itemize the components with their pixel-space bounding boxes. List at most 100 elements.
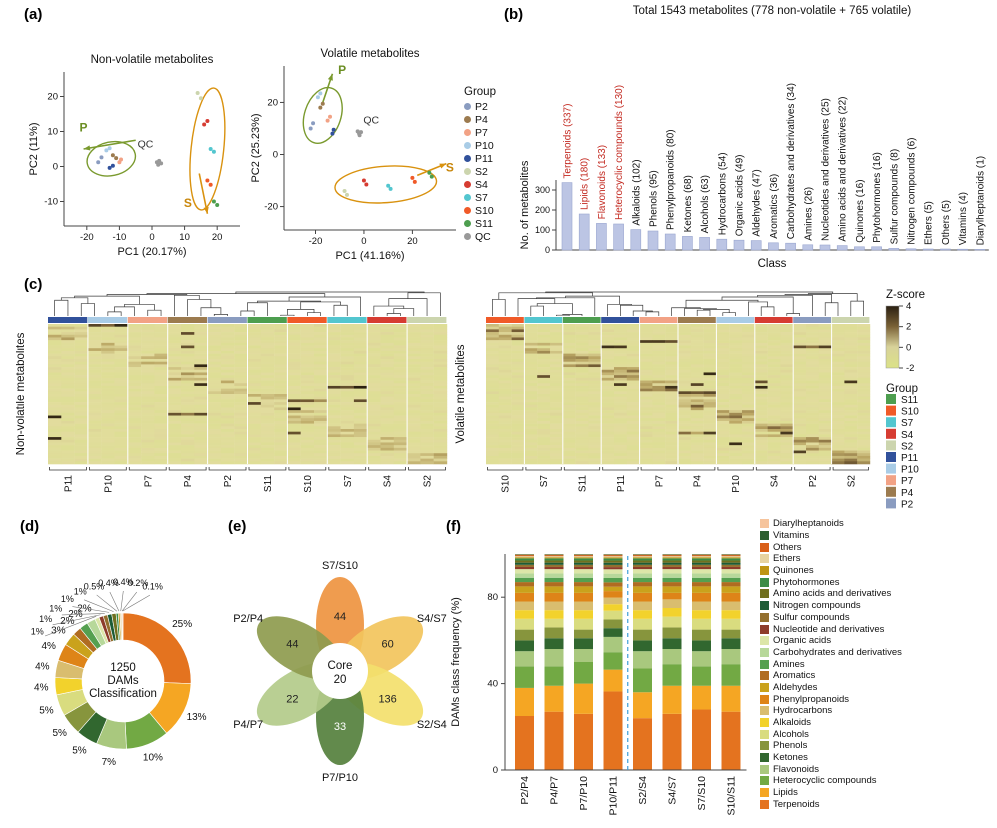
heatmap-cell (420, 377, 434, 381)
stack-segment (574, 573, 593, 578)
heatmap-cell (678, 458, 691, 462)
heatmap-cell (818, 402, 832, 406)
group-swatch (886, 417, 896, 428)
heatmap-cell (234, 369, 248, 373)
heatmap-cell (300, 391, 315, 395)
heatmap-cell (806, 364, 819, 368)
heatmap-cell (287, 423, 301, 427)
heatmap-cell (353, 375, 368, 379)
heatmap-cell (652, 396, 666, 400)
heatmap-cell (74, 402, 89, 406)
heatmap-cell (247, 450, 261, 454)
heatmap-cell (154, 367, 168, 371)
stack-segment (574, 586, 593, 593)
heatmap-cell (61, 356, 75, 360)
heatmap-cell (234, 359, 248, 362)
heatmap-cell (353, 324, 368, 327)
heatmap-cell (575, 445, 589, 449)
heatmap-cell (626, 369, 640, 373)
heatmap-cell (420, 342, 434, 346)
heatmap-cell (614, 396, 627, 400)
heatmap-cell (665, 329, 679, 333)
heatmap-cell (353, 420, 368, 424)
legend-label: S7 (475, 191, 488, 204)
heatmap-cell (537, 453, 551, 457)
heatmap-cell (74, 447, 89, 451)
class-legend-label: Aromatics (773, 670, 816, 682)
heatmap-cell (729, 453, 743, 457)
heatmap-cell (831, 426, 845, 430)
heatmap-cell (857, 356, 871, 360)
class-bar (596, 223, 607, 251)
heatmap-cell (194, 423, 208, 427)
heatmap-cell (260, 447, 275, 451)
heatmap-cell (652, 332, 666, 336)
heatmap-cell (207, 337, 222, 341)
data-point (205, 119, 210, 123)
dendrogram-branch (287, 309, 315, 316)
heatmap-cell (380, 350, 394, 354)
heatmap-cell (511, 348, 525, 352)
heatmap-cell (486, 396, 499, 400)
heatmap-cell (626, 431, 640, 435)
heatmap-cell (181, 404, 195, 408)
heatmap-cell (511, 455, 525, 459)
donut-pct-label: 5% (72, 745, 87, 756)
heatmap-cell (48, 388, 62, 392)
heatmap-cell (48, 396, 62, 400)
heatmap-cell (652, 429, 666, 432)
heatmap-cell (220, 410, 235, 414)
heatmap-cell (716, 429, 730, 432)
heatmap-cell (274, 388, 288, 392)
heatmap-cell (220, 324, 235, 327)
heatmap-cell (614, 402, 627, 406)
heatmap-cell (433, 394, 448, 397)
heatmap-cell (511, 350, 525, 354)
heatmap-cell (48, 348, 62, 352)
heatmap-cell (780, 324, 794, 327)
heatmap-cell (314, 326, 328, 330)
heatmap-cell (793, 356, 807, 360)
heatmap-cell (678, 348, 691, 352)
heatmap-cell (287, 418, 301, 422)
heatmap-cell (141, 423, 155, 427)
heatmap-cell (806, 442, 819, 446)
heatmap-cell (207, 334, 222, 338)
heatmap-cell (114, 324, 128, 327)
heatmap-cell (274, 426, 288, 430)
heatmap-cell (380, 345, 394, 349)
column-bracket (408, 467, 446, 471)
category-label: S10/S11 (726, 776, 738, 816)
column-bracket (679, 467, 716, 471)
heatmap-cell (537, 418, 551, 422)
heatmap-cell (327, 396, 341, 400)
stack-segment (721, 586, 741, 593)
heatmap-cell (550, 461, 563, 465)
heatmap-cell (300, 420, 315, 424)
heatmap-cell (575, 388, 589, 392)
heatmap-cell (367, 434, 381, 438)
donut-center-text: DAMs (107, 675, 139, 687)
heatmap-cell (247, 407, 261, 411)
class-bar (871, 246, 882, 251)
heatmap-cell (393, 407, 408, 411)
dendrogram-branch (200, 307, 222, 316)
heatmap-cell (690, 348, 704, 352)
heatmap-cell (367, 377, 381, 381)
heatmap-cell (690, 442, 704, 446)
heatmap-cell (74, 420, 89, 424)
heatmap-cell (678, 461, 691, 465)
heatmap-cell (181, 447, 195, 451)
dendrogram-branch (696, 309, 711, 316)
heatmap-cell (780, 458, 794, 462)
heatmap-cell (87, 342, 102, 346)
heatmap-cell (61, 442, 75, 446)
heatmap-cell (844, 367, 858, 371)
heatmap-cell (61, 407, 75, 411)
stack-segment (692, 566, 711, 570)
heatmap-cell (141, 434, 155, 438)
heatmap-cell (247, 412, 261, 416)
class-bar (819, 244, 831, 251)
stack-segment (721, 610, 741, 619)
heatmap-cell (48, 364, 62, 368)
